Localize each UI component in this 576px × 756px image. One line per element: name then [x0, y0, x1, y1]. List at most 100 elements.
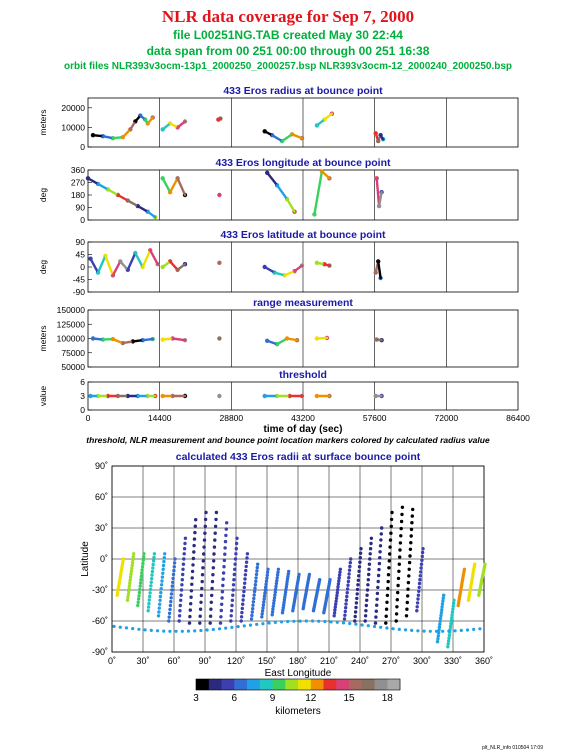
data-trace [275, 184, 289, 201]
map-x-tick-label: 30˚ [136, 656, 149, 666]
bounce-point [346, 579, 351, 584]
bounce-point [286, 619, 290, 624]
bounce-point [252, 589, 257, 594]
bounce-point [192, 543, 196, 548]
bounce-point [212, 545, 217, 549]
bounce-point [272, 598, 276, 603]
bounce-point [394, 612, 399, 616]
bounce-point [160, 575, 165, 579]
bounce-point [250, 613, 254, 618]
radius-swath [446, 598, 456, 649]
bounce-point [285, 580, 289, 584]
data-trace [275, 337, 289, 346]
data-trace [323, 112, 334, 121]
bounce-point [182, 552, 186, 556]
map-x-tick-label: 180˚ [289, 656, 307, 666]
map-y-tick-label: 60˚ [95, 492, 108, 502]
bounce-point [282, 600, 286, 605]
bounce-point [334, 599, 338, 603]
bounce-point [344, 602, 348, 606]
series-segment [374, 337, 384, 343]
colorbar-tick-label: 18 [382, 693, 394, 704]
bounce-point [389, 524, 393, 528]
bounce-point [203, 517, 208, 522]
bounce-point [150, 569, 155, 574]
bounce-point [384, 614, 388, 618]
bounce-point [379, 625, 383, 629]
data-trace [111, 135, 125, 140]
bounce-point [248, 623, 253, 627]
radius-swath [435, 593, 446, 644]
bounce-point [209, 607, 213, 611]
bounce-point [365, 593, 369, 597]
y-tick-label: 100000 [57, 334, 86, 344]
y-tick-label: 10000 [61, 122, 85, 132]
bounce-point [189, 589, 194, 593]
data-trace [176, 177, 187, 197]
radius-swath [115, 557, 126, 597]
bounce-point [447, 636, 451, 640]
bounce-point [229, 609, 234, 613]
bounce-point [373, 621, 378, 625]
bounce-point [347, 568, 352, 572]
bounce-point [198, 614, 202, 618]
bounce-point [356, 578, 360, 582]
bounce-point [263, 588, 267, 592]
bounce-point [222, 558, 227, 563]
radius-swath [456, 567, 467, 608]
colorbar-cell [247, 679, 261, 690]
bounce-point [271, 607, 275, 611]
bounce-point [452, 598, 456, 602]
radius-swath [363, 536, 374, 623]
bounce-point [149, 580, 153, 584]
bounce-point [138, 581, 143, 585]
bounce-point [354, 601, 359, 605]
bounce-point [158, 598, 162, 602]
bounce-point [365, 598, 369, 602]
bounce-point [146, 605, 151, 609]
bounce-point [200, 586, 204, 591]
y-tick-label: 125000 [57, 319, 86, 329]
radius-swath [394, 505, 405, 623]
bounce-point [345, 587, 350, 591]
y-tick-label: 150000 [57, 305, 86, 315]
bounce-point [136, 603, 140, 608]
series-segment [217, 393, 222, 399]
bounce-point [281, 605, 285, 610]
bounce-point [142, 552, 146, 556]
bounce-point [396, 590, 400, 595]
bounce-point [251, 603, 255, 607]
map-y-tick-label: 90˚ [95, 461, 108, 471]
bounce-point [377, 567, 381, 572]
bounce-point [190, 576, 194, 580]
bounce-point [130, 566, 134, 571]
data-trace [104, 254, 115, 277]
data-trace [116, 193, 130, 202]
data-trace [270, 133, 284, 143]
bounce-point [233, 557, 238, 561]
bounce-point [349, 557, 353, 561]
bounce-point [172, 568, 176, 573]
colorbar-cell [208, 679, 222, 690]
bounce-point [283, 592, 287, 597]
map-x-tick-label: 120˚ [227, 656, 245, 666]
bounce-point [374, 615, 378, 619]
series-segment [373, 259, 383, 281]
data-trace [101, 134, 115, 140]
data-trace [86, 177, 100, 186]
bounce-point [192, 550, 196, 554]
bounce-point [335, 620, 339, 624]
panel-1: 433 Eros radius at bounce point 0 10000 200… [38, 85, 519, 152]
radius-swath [177, 536, 188, 623]
colorbar-cell [374, 679, 388, 690]
bounce-point [180, 583, 184, 587]
bounce-point [280, 611, 285, 615]
bounce-point [348, 561, 352, 565]
panel-title: range measurement [253, 297, 353, 309]
colorbar-cell [272, 679, 286, 690]
colorbar: 3 6 9 12 15 18 kilometers [193, 678, 401, 717]
bounce-point [264, 585, 268, 589]
y-tick-label: 0 [80, 262, 85, 272]
bounce-point [255, 569, 259, 573]
x-tick-label: 72000 [435, 413, 459, 423]
